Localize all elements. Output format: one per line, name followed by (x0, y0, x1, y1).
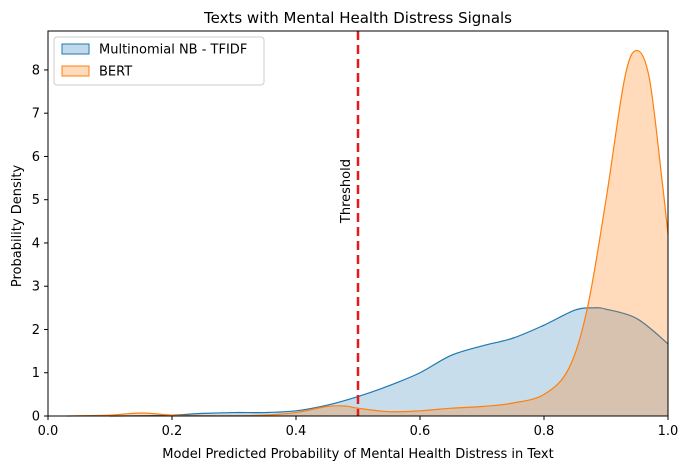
y-axis-label: Probability Density (10, 165, 25, 288)
legend-box (53, 36, 265, 86)
x-tick-label: 0.2 (162, 424, 183, 439)
series-line-multinomial-nb-tfidf (109, 307, 669, 417)
y-axis: 0 1 2 3 4 5 6 7 8 (32, 63, 48, 425)
y-tick-label: 4 (32, 236, 40, 251)
x-tick-label: 0.8 (534, 424, 555, 439)
y-tick-label: 8 (32, 63, 40, 78)
chart-title: Texts with Mental Health Distress Signal… (203, 9, 512, 27)
plot-area-frame (47, 30, 669, 417)
y-tick-label: 0 (32, 410, 40, 425)
x-tick-label: 0.6 (410, 424, 431, 439)
series-area-multinomial-nb-tfidf (110, 307, 668, 416)
legend-label: Multinomial NB - TFIDF (99, 43, 247, 58)
legend: Multinomial NB - TFIDF BERT (53, 36, 265, 86)
series-area-bert (66, 50, 669, 416)
y-tick-label: 2 (32, 323, 40, 338)
x-tick-label: 0.4 (286, 424, 307, 439)
y-tick-label: 5 (32, 193, 40, 208)
legend-label: BERT (99, 65, 132, 80)
y-tick-label: 7 (32, 107, 40, 122)
x-axis: 0.0 0.2 0.4 0.6 0.8 1.0 (38, 416, 679, 439)
y-tick-label: 6 (32, 150, 40, 165)
x-axis-label: Model Predicted Probability of Mental He… (162, 447, 553, 462)
legend-swatch (61, 43, 90, 55)
y-tick-label: 1 (32, 366, 40, 381)
x-tick-label: 0.0 (38, 424, 59, 439)
x-tick-label: 1.0 (658, 424, 679, 439)
threshold-label: Threshold (339, 159, 354, 224)
y-tick-label: 3 (32, 280, 40, 295)
legend-swatch (61, 65, 90, 77)
